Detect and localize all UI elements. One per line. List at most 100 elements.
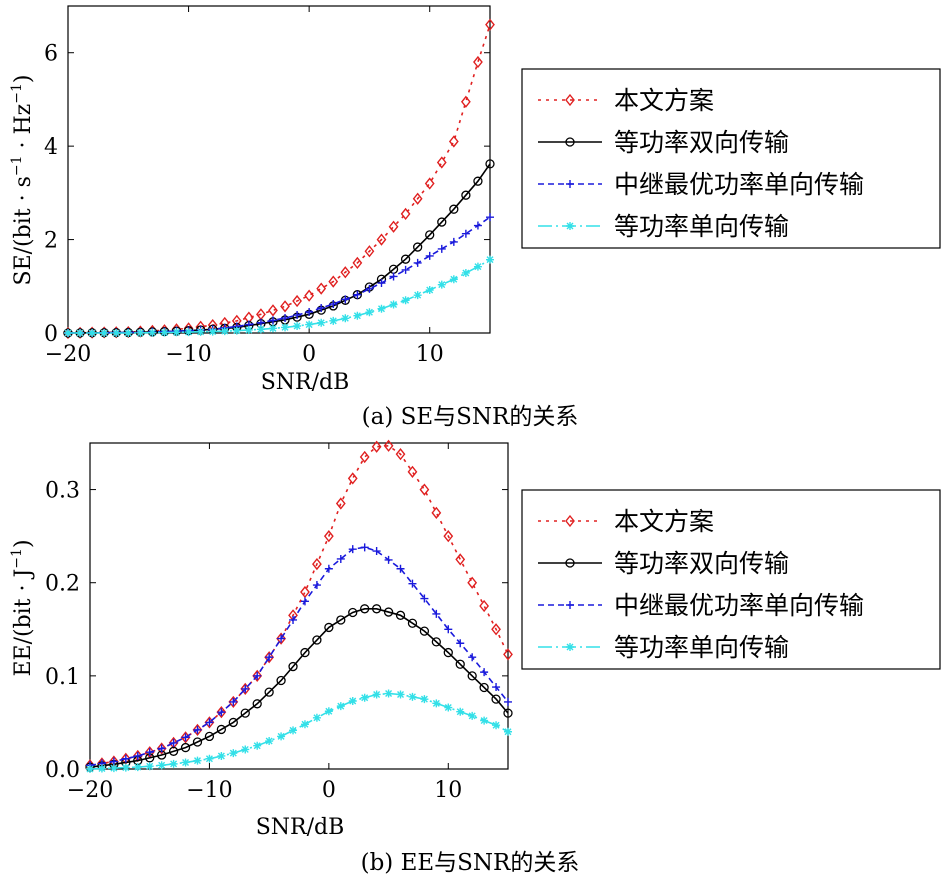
data-point [388, 220, 399, 233]
data-point [293, 311, 302, 320]
data-point [241, 745, 250, 754]
data-point [168, 746, 179, 756]
data-point [437, 280, 446, 289]
data-point [425, 286, 434, 295]
data-point [268, 304, 278, 317]
data-point [205, 754, 214, 763]
data-point [252, 699, 262, 709]
data-point [276, 675, 286, 686]
data-point [449, 204, 459, 214]
data-point [208, 327, 217, 336]
data-point [109, 764, 118, 773]
series-line [89, 608, 509, 768]
data-point [432, 609, 441, 618]
plot-frame [67, 5, 491, 334]
data-point [253, 741, 262, 750]
data-point [456, 639, 465, 648]
data-point [121, 754, 130, 763]
data-point [407, 465, 418, 478]
data-point [360, 693, 369, 702]
y-axis-label-part: EE/(bit · J [11, 569, 36, 677]
y-tick-label: 0 [44, 322, 58, 347]
data-point [491, 694, 501, 704]
legend-box [521, 489, 941, 670]
data-point [504, 697, 512, 706]
data-point [317, 304, 326, 313]
data-point [304, 289, 315, 302]
data-point [419, 626, 430, 636]
data-point [492, 683, 501, 692]
data-point [312, 713, 321, 722]
chart-caption: (a) SE与SNR的关系 [362, 404, 579, 430]
data-point [196, 327, 205, 336]
y-tick-label: 0.1 [45, 665, 80, 690]
legend-label: 本文方案 [614, 86, 714, 115]
data-point [437, 217, 447, 227]
data-point [305, 320, 314, 329]
chart-caption: (b) EE与SNR的关系 [361, 850, 580, 876]
y-axis-label-part: · Hz [11, 104, 36, 156]
data-point [232, 326, 241, 335]
data-point [420, 695, 429, 704]
data-point [396, 690, 405, 699]
x-tick-label: 0 [302, 342, 316, 367]
data-point [292, 294, 302, 308]
data-point [479, 599, 490, 613]
data-point [180, 742, 191, 753]
data-point [277, 634, 286, 643]
y-tick-label: 0.2 [45, 572, 80, 597]
legend-marker [566, 643, 574, 651]
data-point [443, 530, 454, 543]
data-point [240, 708, 250, 718]
data-point [324, 564, 333, 573]
y-axis-label-superscript: −1 [9, 83, 25, 104]
data-point [365, 284, 374, 293]
legend-marker [565, 93, 575, 107]
data-point [289, 726, 298, 735]
legend-marker [565, 514, 575, 528]
data-point [335, 497, 346, 510]
y-axis-label-part: ) [11, 75, 36, 84]
data-point [220, 327, 229, 336]
data-point [425, 251, 434, 260]
data-point [400, 254, 411, 264]
data-point [432, 699, 441, 708]
x-tick-label: −20 [45, 342, 91, 367]
chart-ee-vs-snr: −20 −10 0 10 0.0 0.1 0.2 0.3 SNR/dB EE/(bit · J−1… [9, 439, 941, 876]
legend-label: 等功率单向传输 [614, 633, 789, 662]
data-point [281, 323, 290, 332]
series-3 [64, 213, 494, 337]
data-point [205, 718, 214, 727]
data-point [468, 711, 477, 720]
data-point [112, 329, 121, 337]
data-point [413, 258, 422, 267]
legend-label: 本文方案 [614, 507, 714, 536]
data-point [503, 648, 513, 661]
series-4 [64, 255, 494, 337]
data-point [461, 190, 471, 200]
data-point [486, 213, 494, 222]
data-point [456, 707, 465, 716]
data-point [389, 272, 398, 281]
data-point [389, 300, 398, 309]
data-point [121, 763, 130, 772]
x-axis-label: SNR/dB [256, 815, 345, 840]
legend-box [521, 68, 941, 249]
data-point [455, 659, 465, 669]
data-point [437, 244, 446, 253]
x-axis-label: SNR/dB [261, 370, 350, 395]
data-point [145, 762, 154, 771]
data-point [400, 207, 411, 220]
data-point [364, 245, 375, 258]
legend-marker [565, 558, 575, 568]
data-point [204, 731, 215, 742]
legend-label: 等功率单向传输 [614, 212, 789, 241]
x-tick-label: −10 [165, 342, 211, 367]
data-point [305, 307, 314, 316]
data-point [424, 177, 435, 190]
data-point [329, 316, 338, 325]
data-point [448, 135, 459, 148]
data-point [384, 555, 393, 564]
